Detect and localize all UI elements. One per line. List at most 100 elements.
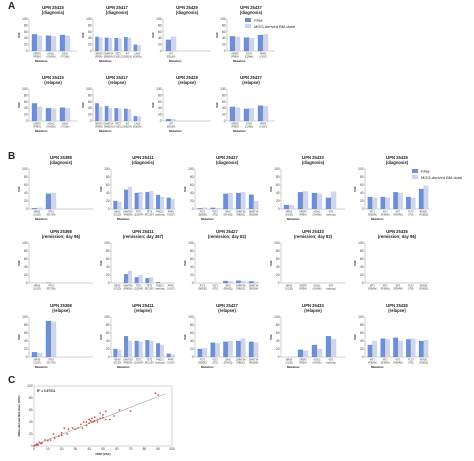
bar-chart: UPN 25398 (diagnosis) 0 20 40 60 80 100 VAF NRAS(… [16, 154, 96, 224]
y-tick-label: 0 [108, 207, 110, 211]
y-tick-label: 0 [160, 119, 162, 123]
bar-chart: UPN 25415 (relapse) 0 20 40 60 80 100 VAF SRSF2 (P… [16, 74, 80, 136]
category-label-detail: (ITD) [213, 363, 218, 365]
y-tick-label: 80 [106, 323, 110, 327]
category-label: DNMT3A [123, 285, 133, 288]
category-label: WT1 [329, 212, 335, 214]
y-tick-label: 40 [360, 339, 364, 343]
x-tick-label: 50 [101, 447, 105, 451]
scatter-point [38, 441, 41, 444]
y-tick-label: 60 [106, 331, 110, 335]
category-label: FLT3 [213, 286, 219, 288]
chart-subtitle: (remission; day 367) [123, 234, 164, 239]
chart-title: UPN 25417 [106, 5, 128, 10]
category-label-detail: (R635W) [249, 215, 258, 217]
category-label: ASXL1 [313, 211, 321, 214]
legend-label-mgg: MGG-derived BM-dose [254, 23, 296, 29]
bar-fpm [104, 106, 109, 122]
bar-fpm [393, 192, 399, 210]
legend-swatch-fpm [412, 169, 418, 173]
bar-fpm [236, 280, 241, 284]
y-tick-label: 60 [276, 183, 280, 187]
y-tick-label: 100 [22, 17, 28, 21]
y-tick-label: 80 [29, 396, 33, 400]
y-tick-label: 60 [106, 257, 110, 261]
chart-title: UPN 25435 [386, 155, 408, 160]
category-label: PHF6 [168, 286, 175, 288]
bar-mgg [215, 208, 220, 210]
y-tick-label: 100 [220, 17, 226, 21]
bar-fpm [406, 196, 411, 210]
chart-title: UPN 25415 [42, 5, 64, 10]
y-tick-label: 0 [362, 281, 364, 285]
category-label-detail: (R394W) [393, 289, 402, 291]
bar-mgg [50, 321, 57, 358]
bar-fpm [243, 37, 250, 52]
category-label: TET2 [115, 124, 121, 126]
bar-mgg [159, 196, 164, 210]
category-label: DNMT3A [123, 359, 133, 362]
category-label-detail: (R882H) [104, 57, 113, 59]
category-label: RAD21 [156, 211, 164, 214]
bar-mgg [372, 340, 378, 358]
y-tick-label: 40 [158, 106, 162, 110]
category-label: TET2 [147, 360, 153, 362]
scatter-point [102, 416, 104, 419]
bar-fpm [156, 343, 161, 358]
category-label: EZH2 [62, 124, 69, 126]
bar-fpm [114, 108, 119, 122]
y-tick-label: 60 [88, 30, 92, 34]
chart-svg: UPN 25398(remission; day 96) 0 20 40 60 80 100… [17, 229, 93, 291]
y-tick-label: 0 [192, 281, 194, 285]
category-label: SRSF2 [299, 212, 307, 214]
y-tick-label: 80 [276, 175, 280, 179]
category-label: IDH2 [225, 360, 231, 362]
chart-svg: UPN 25415(relapse) 0 20 40 60 80 100 VAF SRSF2(P… [17, 75, 77, 133]
bar-mgg [36, 352, 43, 358]
chart-title: UPN 25415 [42, 75, 64, 80]
category-label-detail: (R390fs) [381, 215, 390, 217]
legend-item-fpm: FPM [245, 17, 295, 23]
bar-fpm [297, 192, 304, 210]
category-label: RAD21 [156, 285, 164, 288]
bar-fpm [236, 192, 241, 210]
category-label: NRAS [34, 285, 41, 288]
bar-mgg [138, 192, 143, 210]
chart-subtitle: (diagnosis) [42, 10, 65, 15]
y-tick-label: 20 [106, 199, 110, 203]
category-label-detail: (ITD) [213, 289, 218, 291]
bar-mgg [410, 197, 416, 210]
category-label: ETV6 [246, 54, 252, 56]
chart-title: UPN 25429 [176, 5, 198, 10]
y-tick-label: 60 [24, 183, 28, 187]
legend-item-mgg: MGG-derived BM-dose [245, 23, 295, 29]
y-axis-label: VAF [183, 334, 187, 340]
x-axis-label: Mutation [35, 129, 48, 133]
y-tick-label: 0 [192, 355, 194, 359]
bar-mgg [127, 340, 132, 358]
category-label-detail: (Y733fs) [61, 127, 70, 129]
category-label: NRAS [286, 211, 293, 214]
category-label-detail: (R882C) [236, 289, 245, 291]
x-tick-label: 30 [74, 447, 78, 451]
trendline [33, 393, 166, 446]
bar-fpm [223, 280, 229, 284]
scatter-point [85, 424, 88, 427]
y-tick-label: 0 [224, 119, 226, 123]
category-label: DNMT3A [249, 359, 259, 362]
category-label-detail: (P95H) [299, 289, 307, 291]
category-label: FLT3 [213, 360, 219, 362]
bar-mgg [138, 274, 143, 284]
category-label: IDH2 [225, 286, 231, 288]
y-tick-label: 100 [188, 167, 194, 171]
category-label: TET2 [115, 54, 121, 56]
bar-chart: UPN 25398 (relapse) 0 20 40 60 80 100 VAF NRAS (G1… [16, 302, 96, 372]
scatter-point [91, 417, 93, 420]
y-tick-label: 20 [276, 347, 280, 351]
bar-mgg [410, 338, 416, 358]
y-tick-label: 20 [158, 113, 162, 117]
x-axis-label: Mutation [371, 365, 384, 369]
x-axis-label: Mutation [99, 59, 112, 63]
bar-fpm [248, 281, 254, 284]
scatter-point [80, 423, 82, 426]
